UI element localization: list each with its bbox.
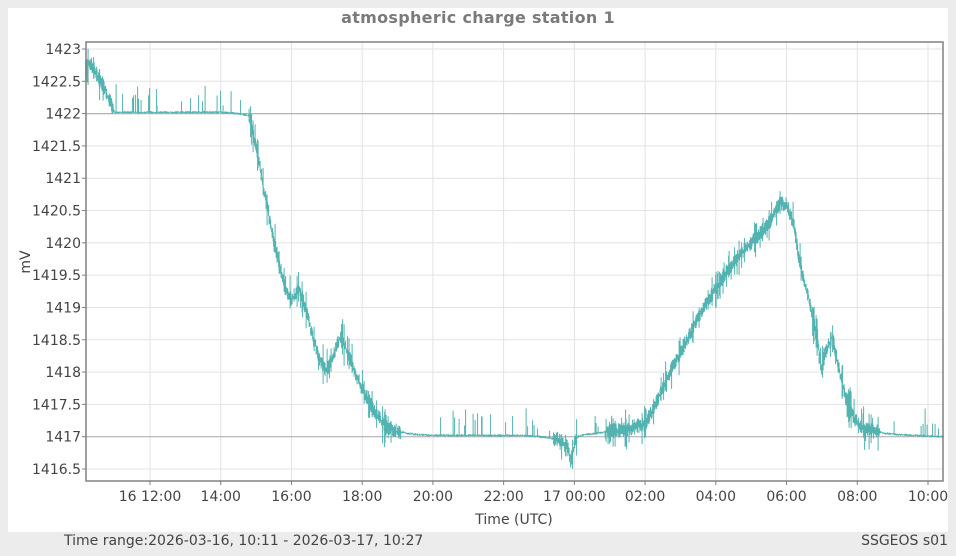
chart-title: atmospheric charge station 1 [341,8,615,27]
x-tick-label: 06:00 [766,489,806,505]
x-tick-label: 17 00:00 [543,489,606,505]
x-tick-label: 16 12:00 [119,489,182,505]
x-axis-label: Time (UTC) [474,512,552,528]
plot-frame [85,41,944,482]
x-tick-label: 22:00 [483,489,523,505]
data-series [85,48,945,469]
gridlines [86,42,943,481]
x-axis-ticks: 16 12:00 14:00 16:00 18:00 20:00 22:00 17 00:0… [119,481,948,505]
x-tick-label: 14:00 [201,489,241,505]
y-tick-label: 1418 [45,365,81,381]
x-tick-label: 02:00 [625,489,665,505]
y-tick-label: 1417 [45,430,81,446]
y-tick-label: 1419.5 [32,268,81,284]
station-id-status: SSGEOS s01 [861,533,948,549]
x-tick-label: 10:00 [908,489,948,505]
series-line [85,48,945,469]
x-tick-label: 18:00 [342,489,382,505]
y-tick-label: 1421 [45,171,81,187]
y-tick-label: 1423 [45,42,81,58]
y-tick-label: 1420 [45,236,81,252]
x-tick-label: 20:00 [413,489,453,505]
y-tick-label: 1422.5 [32,74,81,90]
time-range-status: Time range:2026-03-16, 10:11 - 2026-03-1… [64,533,424,549]
y-tick-label: 1420.5 [32,204,81,220]
chart-panel [8,8,948,532]
y-tick-label: 1421.5 [32,139,81,155]
x-tick-label: 16:00 [271,489,311,505]
y-tick-label: 1419 [45,300,81,316]
y-axis-label: mV [18,250,34,274]
y-tick-label: 1418.5 [32,333,81,349]
x-tick-label: 08:00 [837,489,877,505]
y-tick-label: 1417.5 [32,397,81,413]
y-tick-label: 1416.5 [32,462,81,478]
y-tick-label: 1422 [45,107,81,123]
x-tick-label: 04:00 [696,489,736,505]
y-axis-ticks: 1423 1422.5 1422 1421.5 1421 1420.5 1420 1419.5… [32,42,86,478]
